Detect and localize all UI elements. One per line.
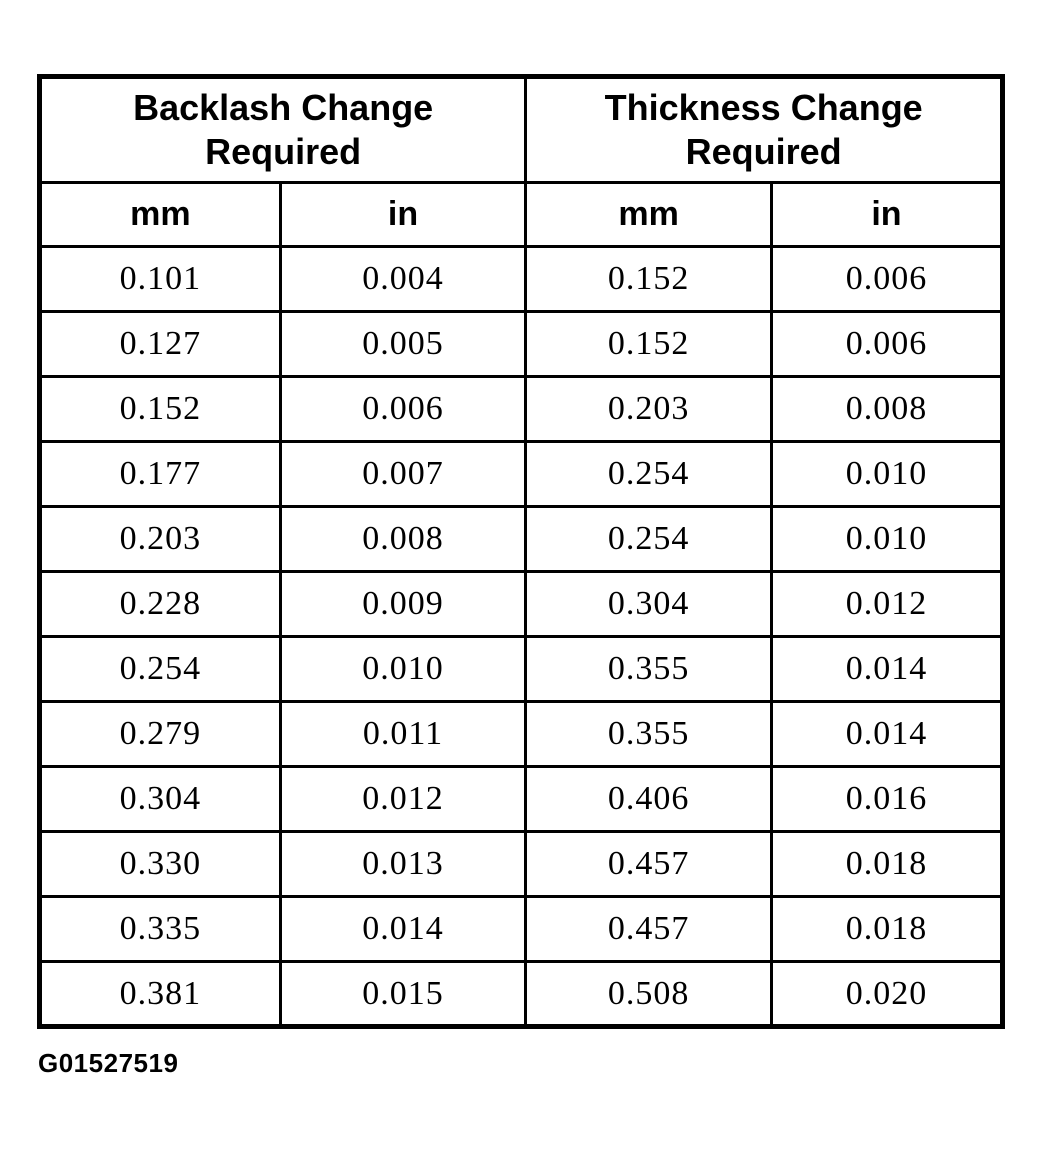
thickness-in-value: 0.010 bbox=[769, 440, 1005, 508]
thickness-in-value: 0.010 bbox=[769, 505, 1005, 573]
thickness-mm-value: 0.355 bbox=[524, 635, 773, 703]
thickness-mm-value: 0.457 bbox=[524, 830, 773, 898]
backlash-in-value: 0.010 bbox=[278, 635, 528, 703]
thickness-mm-header: mm bbox=[524, 181, 773, 248]
table-row: 0.381 0.015 0.508 0.020 bbox=[38, 960, 1005, 1028]
backlash-change-header: Backlash Change Required bbox=[37, 75, 528, 184]
thickness-in-value: 0.020 bbox=[769, 960, 1005, 1028]
backlash-mm-header: mm bbox=[38, 181, 282, 248]
backlash-mm-value: 0.101 bbox=[38, 245, 282, 313]
figure-id-label: G01527519 bbox=[38, 1048, 179, 1078]
thickness-in-value: 0.018 bbox=[769, 830, 1005, 898]
backlash-in-value: 0.007 bbox=[278, 440, 528, 508]
table-row: 0.304 0.012 0.406 0.016 bbox=[38, 765, 1005, 833]
backlash-mm-value: 0.228 bbox=[38, 570, 282, 638]
thickness-in-value: 0.012 bbox=[769, 570, 1005, 638]
table-row: 0.330 0.013 0.457 0.018 bbox=[38, 830, 1005, 898]
thickness-in-value: 0.014 bbox=[769, 700, 1005, 768]
thickness-change-header-label: Thickness Change Required bbox=[604, 87, 923, 172]
unit-header-row: mm in mm in bbox=[38, 181, 1005, 248]
thickness-mm-value: 0.355 bbox=[524, 700, 773, 768]
thickness-change-header: Thickness Change Required bbox=[524, 75, 1004, 184]
thickness-in-value: 0.016 bbox=[769, 765, 1005, 833]
thickness-in-value: 0.006 bbox=[769, 310, 1005, 378]
backlash-in-value: 0.009 bbox=[278, 570, 528, 638]
table-row: 0.177 0.007 0.254 0.010 bbox=[38, 440, 1005, 508]
thickness-mm-value: 0.406 bbox=[524, 765, 773, 833]
thickness-in-header: in bbox=[769, 181, 1005, 248]
thickness-mm-value: 0.203 bbox=[524, 375, 773, 443]
thickness-mm-value: 0.508 bbox=[524, 960, 773, 1028]
backlash-in-value: 0.005 bbox=[278, 310, 528, 378]
table-row: 0.152 0.006 0.203 0.008 bbox=[38, 375, 1005, 443]
backlash-in-value: 0.006 bbox=[278, 375, 528, 443]
backlash-in-value: 0.011 bbox=[278, 700, 528, 768]
backlash-mm-value: 0.203 bbox=[38, 505, 282, 573]
thickness-mm-value: 0.254 bbox=[524, 440, 773, 508]
backlash-mm-value: 0.279 bbox=[38, 700, 282, 768]
thickness-mm-value: 0.457 bbox=[524, 895, 773, 963]
table-row: 0.335 0.014 0.457 0.018 bbox=[38, 895, 1005, 963]
backlash-in-value: 0.012 bbox=[278, 765, 528, 833]
backlash-mm-value: 0.335 bbox=[38, 895, 282, 963]
table-row: 0.228 0.009 0.304 0.012 bbox=[38, 570, 1005, 638]
thickness-in-value: 0.006 bbox=[769, 245, 1005, 313]
backlash-mm-value: 0.254 bbox=[38, 635, 282, 703]
backlash-in-header: in bbox=[278, 181, 528, 248]
backlash-in-value: 0.004 bbox=[278, 245, 528, 313]
backlash-mm-value: 0.177 bbox=[38, 440, 282, 508]
backlash-mm-value: 0.127 bbox=[38, 310, 282, 378]
table-row: 0.279 0.011 0.355 0.014 bbox=[38, 700, 1005, 768]
backlash-mm-value: 0.330 bbox=[38, 830, 282, 898]
group-header-row: Backlash Change Required Thickness Chang… bbox=[37, 75, 1004, 184]
backlash-in-value: 0.015 bbox=[278, 960, 528, 1028]
table-row: 0.101 0.004 0.152 0.006 bbox=[38, 245, 1005, 313]
backlash-in-value: 0.008 bbox=[278, 505, 528, 573]
table-row: 0.203 0.008 0.254 0.010 bbox=[38, 505, 1005, 573]
thickness-in-value: 0.018 bbox=[769, 895, 1005, 963]
thickness-mm-value: 0.254 bbox=[524, 505, 773, 573]
table-row: 0.127 0.005 0.152 0.006 bbox=[38, 310, 1005, 378]
table-row: 0.254 0.010 0.355 0.014 bbox=[38, 635, 1005, 703]
thickness-mm-value: 0.152 bbox=[524, 245, 773, 313]
backlash-change-header-label: Backlash Change Required bbox=[133, 87, 434, 172]
thickness-in-value: 0.008 bbox=[769, 375, 1005, 443]
backlash-mm-value: 0.304 bbox=[38, 765, 282, 833]
backlash-in-value: 0.013 bbox=[278, 830, 528, 898]
backlash-thickness-table: Backlash Change Required Thickness Chang… bbox=[37, 74, 1005, 1029]
backlash-mm-value: 0.381 bbox=[38, 960, 282, 1028]
backlash-in-value: 0.014 bbox=[278, 895, 528, 963]
thickness-mm-value: 0.152 bbox=[524, 310, 773, 378]
backlash-mm-value: 0.152 bbox=[38, 375, 282, 443]
thickness-mm-value: 0.304 bbox=[524, 570, 773, 638]
thickness-in-value: 0.014 bbox=[769, 635, 1005, 703]
